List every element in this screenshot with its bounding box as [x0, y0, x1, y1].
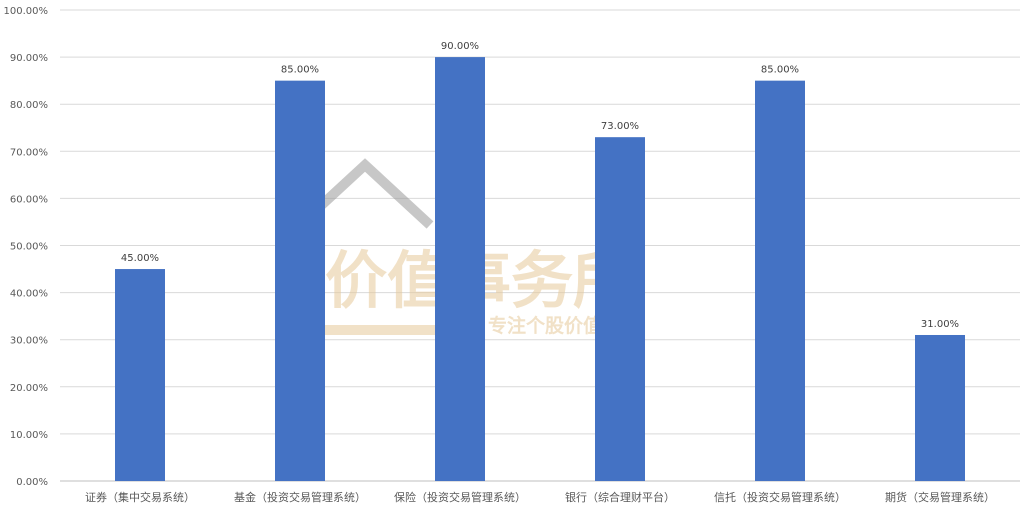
bar: [435, 57, 485, 481]
data-label: 85.00%: [281, 65, 319, 76]
y-tick-label: 100.00%: [4, 6, 49, 17]
x-tick-label: 基金（投资交易管理系统）: [234, 490, 366, 504]
y-tick-label: 60.00%: [10, 194, 48, 205]
y-tick-label: 50.00%: [10, 242, 48, 253]
y-tick-label: 80.00%: [10, 100, 48, 111]
x-tick-label: 银行（综合理财平台）: [565, 490, 675, 504]
bar: [275, 80, 325, 482]
y-tick-label: 70.00%: [10, 147, 48, 158]
y-tick-label: 30.00%: [10, 336, 48, 347]
bar: [915, 334, 965, 481]
y-tick-label: 40.00%: [10, 289, 48, 300]
y-tick-label: 0.00%: [16, 477, 48, 488]
bar: [115, 269, 165, 481]
data-label: 45.00%: [121, 253, 159, 264]
x-tick-label: 期货（交易管理系统）: [885, 490, 995, 504]
bar: [595, 137, 645, 482]
data-label: 85.00%: [761, 65, 799, 76]
x-tick-label: 证券（集中交易系统）: [85, 490, 195, 504]
bar: [755, 80, 805, 482]
data-label: 73.00%: [601, 121, 639, 132]
data-label: 90.00%: [441, 41, 479, 52]
y-tick-label: 90.00%: [10, 53, 48, 64]
y-tick-label: 10.00%: [10, 430, 48, 441]
x-tick-label: 信托（投资交易管理系统）: [714, 490, 846, 504]
x-tick-label: 保险（投资交易管理系统）: [394, 490, 526, 504]
data-label: 31.00%: [921, 319, 959, 330]
y-tick-label: 20.00%: [10, 383, 48, 394]
